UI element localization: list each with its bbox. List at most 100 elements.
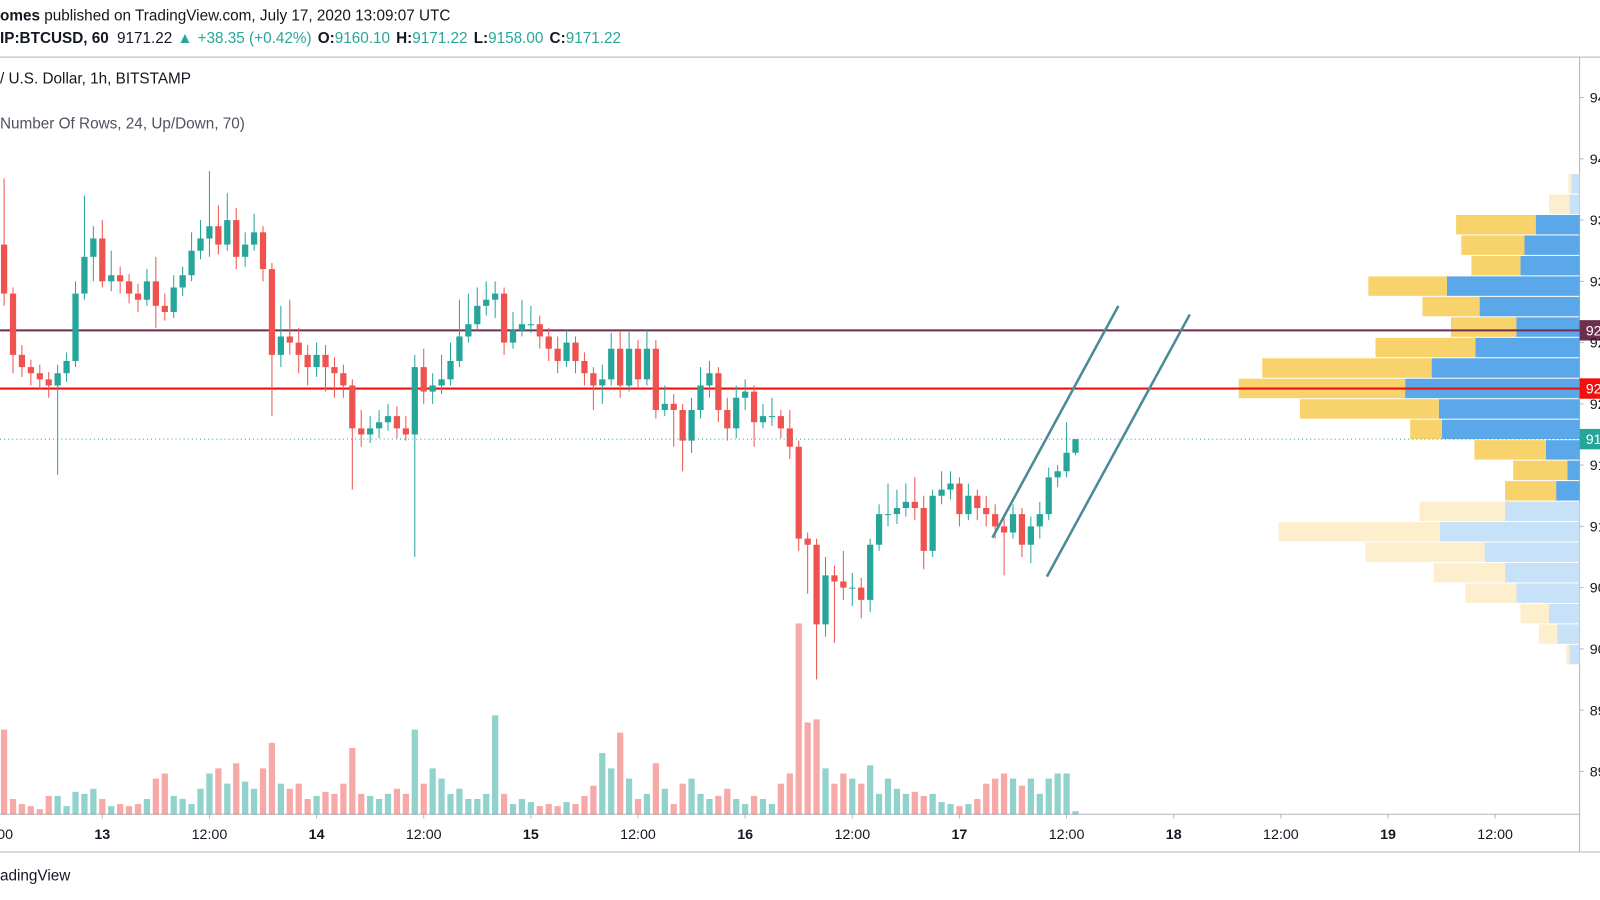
volume-bar — [313, 795, 320, 815]
candle-body — [867, 544, 874, 600]
y-tick-label: 9400.00 — [1590, 152, 1600, 168]
y-tick-label: 9250.00 — [1590, 336, 1600, 352]
candle-body — [608, 348, 615, 380]
volume-bar — [54, 795, 61, 815]
candle-body — [920, 507, 927, 551]
candle-body — [286, 336, 293, 343]
candle-body — [349, 385, 356, 429]
volume-bar — [224, 783, 231, 815]
volume-bar — [349, 747, 356, 815]
volume-bar — [938, 802, 945, 815]
candle-body — [420, 367, 427, 392]
candle-body — [1054, 471, 1061, 478]
candle-body — [474, 305, 481, 325]
volume-bar — [1018, 785, 1026, 815]
volume-bar — [143, 798, 151, 815]
profile-up — [1556, 481, 1580, 501]
volume-bar — [99, 798, 106, 815]
volume-bar — [411, 729, 418, 815]
candle-body — [179, 275, 186, 288]
candle-body — [447, 360, 454, 380]
candle-body — [331, 367, 338, 374]
volume-bar — [188, 804, 195, 815]
volume-bar — [161, 773, 168, 815]
volume-bar — [375, 798, 383, 815]
profile-down — [1278, 522, 1440, 542]
volume-bar — [858, 783, 865, 815]
candle-body — [483, 299, 490, 306]
candle-body — [884, 514, 892, 516]
volume-bar — [697, 793, 704, 815]
volume-bar — [36, 809, 43, 815]
candle-body — [974, 495, 981, 508]
candle-body — [509, 330, 517, 343]
volume-bar — [1027, 778, 1034, 815]
x-tick-label: 12:00 — [406, 827, 442, 843]
profile-down — [1368, 276, 1447, 296]
candle-body — [81, 256, 88, 294]
volume-bar — [1054, 773, 1061, 815]
volume-bar — [63, 806, 70, 815]
volume-bar — [304, 798, 311, 815]
x-tick-label: 19 — [1380, 827, 1396, 843]
volume-bar — [742, 804, 749, 815]
candle-body — [313, 354, 320, 368]
volume-bar — [965, 804, 972, 815]
profile-down — [1456, 214, 1536, 235]
candle-body — [1000, 526, 1008, 533]
volume-bar — [259, 768, 267, 815]
footer: adingView — [0, 868, 71, 885]
profile-up — [1545, 440, 1580, 460]
candle-body — [768, 416, 776, 418]
candle-body — [188, 250, 195, 276]
profile-down — [1538, 624, 1558, 644]
candle-body — [733, 397, 740, 429]
candle-body — [679, 409, 686, 441]
candle-body — [590, 373, 597, 386]
candle-body — [759, 416, 767, 423]
volume-bar — [813, 719, 820, 815]
candle-body — [108, 275, 115, 282]
volume-bar — [233, 763, 240, 815]
volume-bar — [1009, 778, 1017, 815]
candle-body — [358, 428, 365, 435]
candle-body — [36, 373, 43, 380]
profile-down — [1365, 542, 1485, 562]
candle-body — [117, 275, 124, 282]
volume-bar — [340, 783, 347, 815]
candle-body — [384, 416, 392, 423]
candle-body — [1027, 526, 1034, 545]
volume-bar — [849, 778, 856, 815]
volume-bar — [750, 795, 758, 815]
y-tick-label: 9100.00 — [1590, 519, 1600, 535]
profile-up — [1505, 562, 1580, 583]
y-tick-label: 9350.00 — [1590, 213, 1600, 229]
y-tick-label: 9000.00 — [1590, 642, 1600, 658]
volume-bar — [911, 791, 918, 815]
candle-body — [661, 403, 668, 410]
volume-bar — [572, 804, 579, 815]
volume-bar — [527, 802, 534, 815]
candle-body — [777, 416, 784, 429]
volume-bar — [242, 781, 249, 815]
candle-body — [688, 409, 695, 441]
volume-bar — [652, 763, 659, 815]
publish-line: omes published on TradingView.com, July … — [0, 7, 450, 24]
candle-body — [411, 367, 418, 435]
profile-up — [1548, 603, 1580, 624]
profile-up — [1520, 255, 1580, 276]
volume-bar — [929, 793, 936, 815]
y-tick-label: 9050.00 — [1590, 581, 1600, 597]
volume-bar — [447, 793, 454, 815]
x-tick-label: 14 — [309, 827, 325, 843]
open-label: O: — [318, 30, 335, 47]
profile-down — [1461, 235, 1525, 255]
volume-bar — [90, 788, 97, 815]
candle-body — [938, 489, 945, 496]
volume-bar — [9, 798, 17, 815]
profile-up — [1431, 358, 1580, 378]
candle-body — [233, 220, 240, 257]
candle-body — [563, 342, 570, 361]
profile-up — [1441, 419, 1580, 440]
volume-bar — [867, 765, 874, 815]
